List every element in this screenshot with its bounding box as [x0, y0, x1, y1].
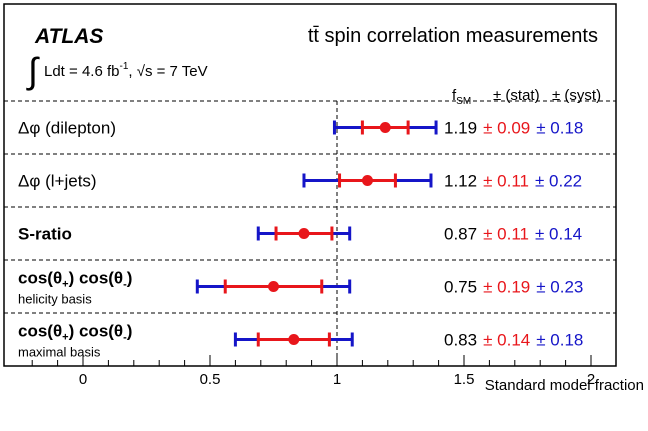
- stat-text: ± 0.19: [483, 278, 530, 297]
- syst-text: ± 0.18: [536, 331, 583, 350]
- integral-sign-icon: ∫: [26, 50, 40, 91]
- fsm-subscript: SM: [456, 96, 471, 107]
- measurement-values: 1.12 ± 0.11 ± 0.22: [444, 172, 582, 191]
- measurement-row: S-ratio 0.87 ± 0.11 ± 0.14: [18, 225, 582, 244]
- label-subscript: -: [123, 332, 127, 344]
- measurement-values: 1.19 ± 0.09 ± 0.18: [444, 119, 583, 138]
- measurement-row: Δφ (l+jets) 1.12 ± 0.11 ± 0.22: [18, 172, 582, 191]
- label-subscript: -: [123, 279, 127, 291]
- stat-text: ± 0.11: [483, 172, 529, 191]
- label-part: cos(θ: [18, 322, 62, 341]
- x-axis: 0 0.5 1 1.5 2: [31, 355, 595, 388]
- luminosity-text: Ldt = 4.6 fb: [44, 63, 119, 80]
- experiment-label: ATLAS: [34, 25, 103, 48]
- x-tick-label: 1.5: [454, 371, 475, 388]
- luminosity-exponent: -1: [119, 61, 128, 72]
- value-text: 1.19: [444, 119, 477, 138]
- central-value-point: [268, 281, 279, 292]
- value-text: 1.12: [444, 172, 477, 191]
- syst-header: ± (syst): [552, 87, 601, 104]
- label-part: ) cos(θ: [69, 269, 124, 288]
- measurement-label: S-ratio: [18, 225, 72, 244]
- measurement-rows: Δφ (dilepton) 1.19 ± 0.09 ± 0.18 Δφ (l+jets)…: [4, 100, 616, 360]
- value-text: 0.87: [444, 225, 477, 244]
- central-value-point: [379, 122, 391, 133]
- label-subscript: +: [62, 332, 68, 344]
- stat-header: ± (stat): [493, 87, 540, 104]
- measurement-row: Δφ (dilepton) 1.19 ± 0.09 ± 0.18: [18, 119, 583, 138]
- stat-text: ± 0.11: [483, 225, 529, 244]
- measurement-label: Δφ (dilepton): [18, 119, 116, 138]
- plot-frame: [3, 3, 617, 367]
- x-tick-label: 2: [587, 371, 595, 388]
- central-value-point: [298, 228, 310, 239]
- label-part: ): [127, 269, 133, 288]
- fsm-header: fSM: [452, 87, 471, 107]
- chart-title: tt̄ spin correlation measurements: [308, 25, 598, 47]
- energy-label: , √s = 7 TeV: [128, 63, 207, 80]
- value-text: 0.75: [444, 278, 477, 297]
- x-axis-title: Standard model fraction: [485, 377, 644, 394]
- value-text: 0.83: [444, 331, 477, 350]
- label-part: ): [127, 322, 133, 341]
- fsm-letter: f: [452, 87, 457, 104]
- label-part: cos(θ: [18, 269, 62, 288]
- luminosity-label: Ldt = 4.6 fb-1, √s = 7 TeV: [44, 61, 208, 80]
- central-value-point: [361, 175, 373, 186]
- measurement-values: 0.83 ± 0.14 ± 0.18: [444, 331, 583, 350]
- x-tick-label: 1: [333, 371, 341, 388]
- measurement-values: 0.75 ± 0.19 ± 0.23: [444, 278, 583, 297]
- syst-text: ± 0.23: [536, 278, 583, 297]
- x-tick-label: 0.5: [200, 371, 221, 388]
- syst-text: ± 0.14: [535, 225, 582, 244]
- syst-text: ± 0.18: [536, 119, 583, 138]
- syst-text: ± 0.22: [535, 172, 582, 191]
- measurement-label: cos(θ+) cos(θ-): [18, 322, 132, 344]
- measurement-sublabel: maximal basis: [18, 345, 101, 360]
- measurement-label: cos(θ+) cos(θ-): [18, 269, 132, 291]
- measurement-sublabel: helicity basis: [18, 292, 92, 307]
- label-subscript: +: [62, 279, 68, 291]
- stat-text: ± 0.14: [483, 331, 530, 350]
- label-part: ) cos(θ: [69, 322, 124, 341]
- measurement-label: Δφ (l+jets): [18, 172, 97, 191]
- x-tick-label: 0: [79, 371, 87, 388]
- central-value-point: [288, 334, 300, 345]
- measurement-values: 0.87 ± 0.11 ± 0.14: [444, 225, 582, 244]
- stat-text: ± 0.09: [483, 119, 530, 138]
